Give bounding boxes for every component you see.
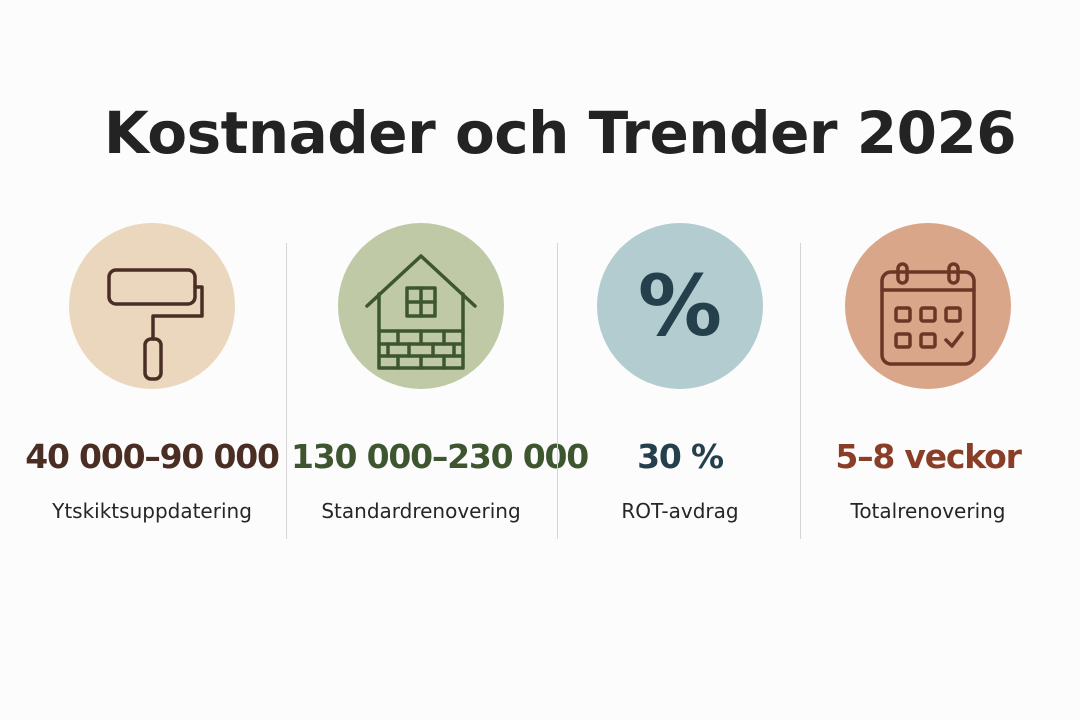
paint-roller-circle [69,223,235,389]
stat-card-standard: 130 000–230 000 Standardrenovering [291,0,589,720]
stat-value: 30 % [637,437,724,476]
house-icon [365,254,477,370]
stat-label: Ytskiktsuppdatering [52,499,252,523]
percent-icon: % [637,257,723,355]
divider [800,243,801,539]
stat-card-rot: % 30 % ROT-avdrag [550,0,810,720]
stat-label: ROT-avdrag [621,499,739,523]
divider [286,243,287,539]
stat-value: 5–8 veckor [835,437,1022,476]
percent-circle: % [597,223,763,389]
calendar-icon [880,262,976,366]
stat-label: Standardrenovering [321,499,521,523]
stat-value: 130 000–230 000 [291,437,589,476]
stat-label: Totalrenovering [850,499,1006,523]
stat-value: 40 000–90 000 [25,437,280,476]
house-circle [338,223,504,389]
calendar-circle [845,223,1011,389]
page-title: Kostnader och Trender 2026 [103,99,1017,167]
paint-roller-icon [107,268,204,381]
divider [557,243,558,539]
stat-card-ytskikt: 40 000–90 000 Ytskiktsuppdatering [22,0,282,720]
stat-card-total: 5–8 veckor Totalrenovering [798,0,1058,720]
